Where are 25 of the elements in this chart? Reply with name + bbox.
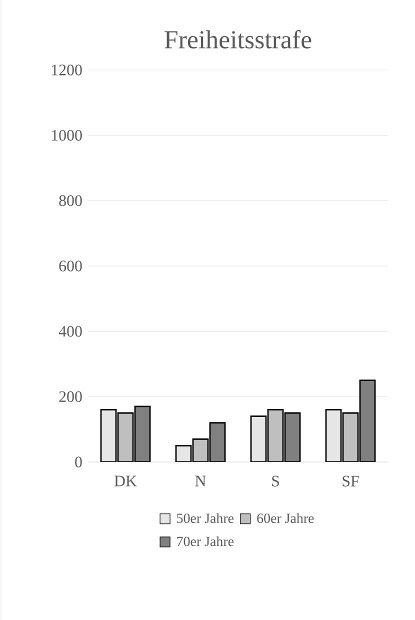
y-tick-label: 1000	[52, 130, 82, 141]
y-tick-label: 600	[59, 260, 82, 272]
bar	[359, 380, 376, 462]
y-tick-label: 1200	[52, 64, 82, 76]
bar	[267, 409, 284, 462]
y-tick-label: 800	[59, 195, 82, 206]
legend-label: 50er Jahre	[177, 513, 234, 524]
bar	[134, 406, 151, 462]
x-tick-label: S	[272, 476, 279, 486]
y-tick-label: 200	[59, 391, 82, 402]
bar	[342, 412, 359, 462]
legend-label: 60er Jahre	[257, 513, 314, 524]
x-tick-label: DK	[114, 476, 137, 486]
bar	[209, 422, 226, 462]
x-tick-label: SF	[342, 476, 359, 486]
chart-title: Freiheitsstrafe	[164, 30, 312, 48]
bar	[250, 416, 267, 462]
y-tick-label: 0	[75, 456, 82, 468]
x-tick-label: N	[195, 476, 206, 486]
bar	[325, 409, 342, 462]
bar	[284, 412, 301, 462]
bar	[100, 409, 117, 462]
legend-label: 70er Jahre	[177, 536, 234, 546]
bar	[117, 412, 134, 462]
y-tick-label: 400	[58, 326, 82, 337]
